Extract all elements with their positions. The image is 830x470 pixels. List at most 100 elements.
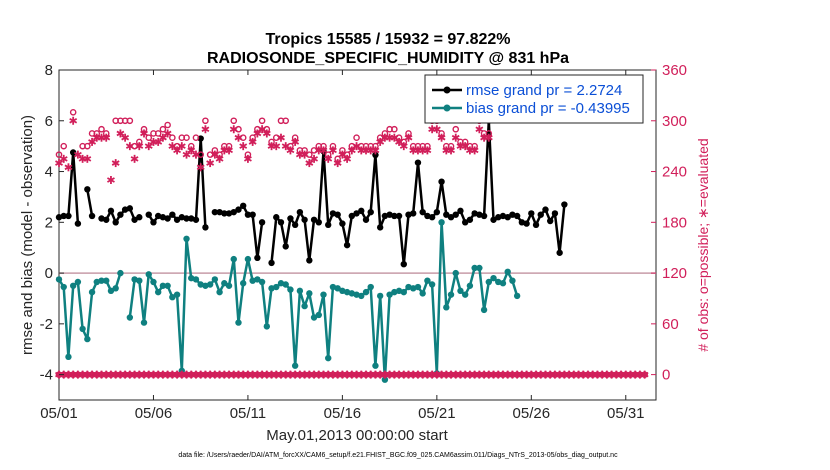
bias-point (466, 282, 474, 289)
possible-obs-marker (84, 142, 91, 150)
star-stroke (291, 139, 300, 145)
star-stroke (461, 143, 470, 149)
possible-obs-marker (353, 134, 360, 141)
bias-point (485, 278, 493, 286)
y-tick-label: -4 (40, 367, 53, 384)
rmse-point (325, 221, 332, 229)
rmse-point (65, 212, 72, 220)
rmse-point (419, 208, 426, 216)
x-tick-label: 05/16 (324, 405, 362, 422)
evaluated-obs-marker (210, 150, 219, 159)
bias-point (107, 287, 115, 295)
evaluated-obs-marker (371, 146, 380, 155)
bias-point (447, 291, 455, 298)
star-stroke (258, 126, 267, 133)
star-stroke (390, 134, 399, 141)
rmse-point (310, 216, 318, 223)
legend-rmse-label: rmse grand pr = 2.2724 (466, 82, 622, 99)
evaluated-obs-marker (243, 154, 252, 163)
bias-point (192, 276, 200, 283)
star-stroke (475, 126, 484, 133)
evaluated-obs-marker (116, 129, 125, 138)
bias-point (504, 268, 511, 276)
evaluated-obs-marker (135, 142, 144, 151)
bias-point (145, 271, 152, 278)
y-axis-label: rmse and bias (model - observation) (19, 115, 36, 355)
possible-obs-marker (202, 117, 209, 125)
star-stroke (352, 143, 361, 149)
star-stroke (376, 139, 385, 145)
evaluated-obs-marker (461, 142, 470, 151)
y-axis-right-label: # of obs: o=possible; ∗=evaluated (695, 138, 711, 351)
evaluated-obs-marker (423, 146, 432, 155)
rmse-point (117, 211, 124, 218)
evaluated-obs-marker (376, 137, 385, 146)
evaluated-obs-marker (64, 163, 73, 172)
star-stroke (305, 160, 314, 166)
evaluated-obs-marker (158, 133, 167, 142)
star-stroke (111, 160, 120, 166)
star-stroke (130, 156, 139, 162)
star-stroke (192, 151, 200, 158)
bias-point (301, 302, 308, 310)
bias-point (362, 288, 370, 296)
rmse-point (69, 149, 77, 156)
rmse-point (240, 202, 247, 210)
star-stroke (201, 126, 210, 133)
evaluated-obs-marker (333, 159, 342, 168)
bias-point (310, 314, 318, 321)
star-stroke (140, 130, 148, 137)
rmse-point (461, 219, 469, 226)
bias-point (140, 319, 148, 326)
evaluated-obs-marker (248, 137, 257, 146)
bias-point (490, 274, 497, 282)
rmse-point (301, 216, 308, 223)
star-stroke (286, 147, 295, 154)
star-stroke (177, 143, 186, 149)
bias-point (428, 281, 436, 288)
rmse-point (452, 211, 459, 218)
rmse-point (164, 215, 171, 222)
bias-point (221, 280, 228, 287)
star-stroke (248, 139, 257, 145)
star-stroke (447, 147, 455, 154)
evaluated-obs-marker (88, 137, 97, 146)
evaluated-obs-marker (234, 133, 243, 142)
rmse-point (438, 178, 445, 185)
y-tick-label: -2 (40, 316, 53, 333)
possible-obs-marker (272, 134, 280, 141)
bias-point (287, 286, 294, 293)
star-stroke (310, 156, 318, 162)
bias-point (183, 235, 190, 243)
bias-point (136, 277, 143, 284)
evaluated-obs-marker (432, 125, 441, 134)
rmse-point (334, 211, 341, 218)
star-stroke (277, 134, 285, 141)
rmse-point (532, 221, 540, 229)
rmse-point (173, 216, 181, 223)
star-stroke (272, 143, 281, 149)
possible-obs-marker (154, 130, 162, 137)
bias-point (320, 291, 327, 298)
evaluated-obs-marker (154, 137, 163, 146)
evaluated-obs-marker (130, 154, 139, 163)
bias-point (164, 282, 171, 289)
star-stroke (470, 147, 479, 154)
rmse-point (358, 207, 365, 215)
star-stroke (399, 143, 408, 149)
star-stroke (371, 147, 380, 154)
rmse-point (367, 208, 374, 216)
rmse-point (504, 214, 511, 221)
evaluated-obs-marker (390, 133, 399, 142)
evaluated-obs-marker (404, 133, 413, 142)
bias-point (159, 282, 167, 289)
evaluated-obs-marker (196, 163, 205, 172)
bias-point (55, 276, 63, 283)
evaluated-obs-marker (291, 137, 300, 146)
star-stroke (187, 147, 196, 154)
bias-point (216, 288, 223, 296)
evaluated-obs-marker (470, 146, 479, 155)
possible-obs-marker (183, 134, 190, 141)
bias-point (424, 277, 431, 284)
star-stroke (253, 130, 262, 137)
